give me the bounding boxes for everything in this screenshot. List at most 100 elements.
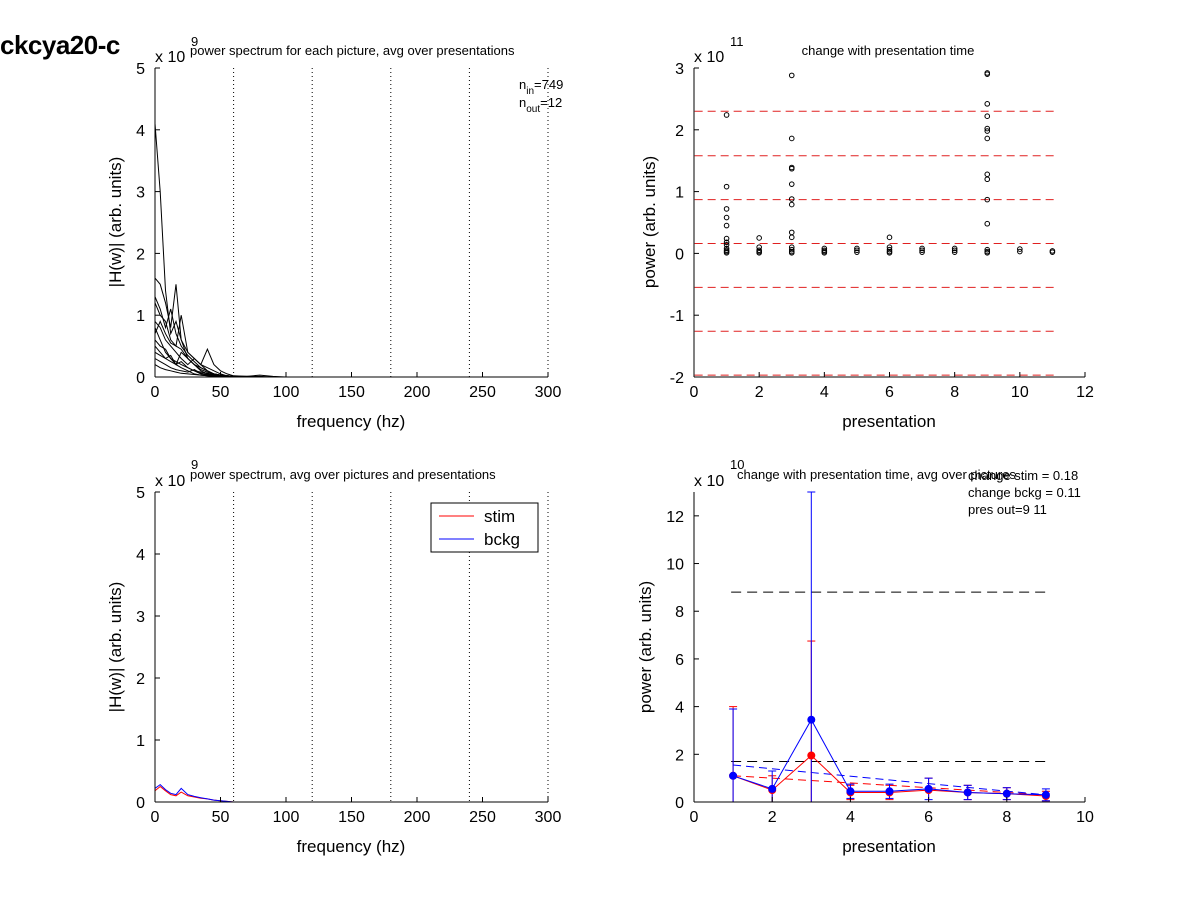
p2-y-tick-label: -2 [670, 370, 684, 387]
p4-y-tick-label: 8 [675, 604, 684, 621]
p1-exponent-label: x 10 [155, 49, 185, 66]
p3-xlabel: frequency (hz) [297, 837, 406, 856]
panel-3: 0 50 100 150 200 250 300 0 1 2 3 4 5 power spectrum,… [106, 457, 561, 856]
panel-1: 0 50 100 150 200 250 300 0 1 2 3 4 5 power spectrum … [106, 34, 563, 431]
p3-legend-label-bckg: bckg [484, 530, 520, 549]
p4-exponent-label: x 10 [694, 473, 724, 490]
p4-data-point-bckg [729, 771, 738, 780]
p3-x-tick-label: 150 [338, 809, 365, 826]
p4-data-point-bckg [963, 788, 972, 797]
p1-x-tick-label: 100 [273, 384, 300, 401]
panel-4: 0 2 4 6 8 10 0 2 4 6 8 10 12 change with presentatio… [636, 457, 1094, 856]
p2-data-point [984, 101, 991, 107]
p2-data-point [723, 235, 730, 242]
p4-data-point-bckg [807, 715, 816, 724]
p2-data-point [984, 71, 991, 77]
p1-y-tick-label: 3 [136, 185, 145, 202]
p3-y-tick-label: 3 [136, 609, 145, 626]
p1-x-tick-label: 250 [469, 384, 496, 401]
p1-y-tick-label: 0 [136, 370, 145, 387]
p1-annotation-nin: nin=749 [519, 77, 563, 97]
p4-ylabel: power (arb. units) [636, 581, 655, 713]
p4-x-tick-label: 6 [924, 809, 933, 826]
p2-data-point [723, 214, 730, 221]
p4-x-tick-label: 10 [1076, 809, 1094, 826]
p2-data-point [723, 249, 730, 256]
p3-x-tick-label: 250 [469, 809, 496, 826]
p4-y-tick-label: 0 [675, 795, 684, 812]
p1-x-tick-label: 300 [535, 384, 562, 401]
p3-legend-label-stim: stim [484, 507, 515, 526]
p2-data-point [886, 234, 893, 241]
p4-data-point-bckg [1041, 790, 1050, 799]
p1-x-tick-label: 50 [212, 384, 230, 401]
p1-y-tick-label: 1 [136, 308, 145, 325]
p1-y-tick-label: 5 [136, 61, 145, 78]
p4-y-tick-label: 12 [666, 509, 684, 526]
p2-y-tick-label: 3 [675, 61, 684, 78]
p2-data-point [919, 249, 925, 255]
p1-series-line-11 [154, 320, 548, 378]
p2-data-point [854, 247, 860, 254]
p4-y-tick-label: 6 [675, 652, 684, 669]
p4-data-point-bckg [924, 784, 933, 793]
p2-data-point [1017, 246, 1023, 252]
p1-axes: 0 50 100 150 200 250 300 0 1 2 3 4 5 [136, 61, 561, 401]
p3-x-tick-label: 200 [404, 809, 431, 826]
p2-data-point [788, 229, 795, 236]
p2-data-point [984, 176, 991, 183]
p2-data-point [788, 201, 795, 208]
p2-data-point [984, 171, 991, 178]
p2-data-point [788, 181, 795, 187]
figure-title: ckcya20-c [0, 30, 120, 60]
p2-title: change with presentation time [802, 43, 975, 58]
p4-y-tick-label: 2 [675, 747, 684, 764]
p4-y-tick-label: 10 [666, 557, 684, 574]
p4-xlabel: presentation [842, 837, 936, 856]
p2-data-point [951, 249, 958, 255]
p4-data-series [729, 491, 1050, 803]
p1-title: power spectrum for each picture, avg ove… [190, 43, 515, 58]
p2-x-tick-label: 4 [820, 384, 829, 401]
p2-y-tick-label: 2 [675, 123, 684, 140]
p3-x-tick-label: 0 [151, 809, 160, 826]
p2-ylabel: power (arb. units) [640, 156, 659, 288]
p4-exponent: 10 [730, 457, 744, 472]
p1-series-line-4 [154, 327, 548, 378]
p2-y-tick-label: -1 [670, 308, 684, 325]
p2-data-point [1017, 248, 1023, 255]
p2-data-point [984, 220, 991, 227]
p2-y-tick-label: 1 [675, 185, 684, 202]
p2-data-point [984, 128, 991, 134]
p2-data-point [788, 246, 795, 253]
p2-data-point [984, 246, 991, 253]
p1-y-tick-label: 2 [136, 246, 145, 263]
p2-data-point [984, 196, 991, 203]
p2-data-point [723, 222, 730, 229]
p2-data-point [984, 135, 991, 142]
p2-data-point [951, 245, 958, 252]
p1-data-series [154, 123, 548, 378]
p2-data-point [788, 249, 795, 256]
p2-data-point [854, 249, 860, 255]
p3-exponent-label: x 10 [155, 473, 185, 490]
p2-data-point [788, 165, 795, 172]
p3-x-tick-label: 300 [535, 809, 562, 826]
p1-series-line-5 [154, 339, 548, 378]
p2-x-tick-label: 0 [690, 384, 699, 401]
p1-series-line-1 [154, 277, 548, 378]
p2-data-point [984, 249, 991, 256]
p4-annotation-change-stim: change stim = 0.18 [968, 468, 1078, 483]
p3-y-tick-label: 2 [136, 671, 145, 688]
p2-data-points [723, 70, 1056, 256]
p3-y-tick-label: 4 [136, 547, 145, 564]
p3-legend: stim bckg [430, 502, 539, 553]
p1-y-tick-label: 4 [136, 123, 145, 140]
p2-x-tick-label: 2 [755, 384, 764, 401]
p2-data-point [723, 183, 730, 190]
p2-exponent-label: x 10 [694, 49, 724, 66]
p3-title: power spectrum, avg over pictures and pr… [190, 467, 496, 482]
p2-reference-lines [694, 110, 1056, 376]
